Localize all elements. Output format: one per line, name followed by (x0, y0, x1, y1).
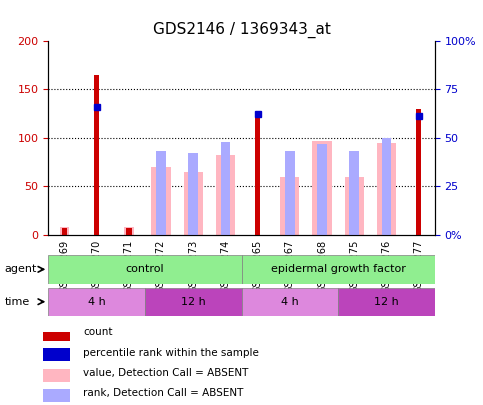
Bar (349, 151, 359, 235)
Bar (43, 369, 70, 382)
Text: epidermal growth factor: epidermal growth factor (270, 264, 406, 274)
Text: rank, Detection Call = ABSENT: rank, Detection Call = ABSENT (83, 388, 243, 399)
Title: GDS2146 / 1369343_at: GDS2146 / 1369343_at (153, 21, 330, 38)
Text: 4 h: 4 h (281, 297, 298, 307)
Bar (59, 227, 69, 235)
FancyBboxPatch shape (48, 255, 242, 284)
Bar (184, 172, 203, 235)
Bar (344, 177, 364, 235)
Text: count: count (83, 327, 113, 337)
Bar (151, 167, 170, 235)
Bar (43, 328, 70, 341)
Bar (382, 138, 391, 235)
Bar (43, 348, 70, 361)
FancyBboxPatch shape (145, 288, 242, 316)
Text: 4 h: 4 h (88, 297, 105, 307)
Bar (94, 75, 99, 235)
Bar (156, 151, 166, 235)
Bar (255, 113, 260, 235)
Text: control: control (126, 264, 164, 274)
Text: time: time (5, 297, 30, 307)
Bar (221, 142, 230, 235)
Bar (188, 153, 198, 235)
Text: percentile rank within the sample: percentile rank within the sample (83, 347, 259, 358)
Bar (216, 155, 235, 235)
Bar (285, 151, 295, 235)
Bar (124, 227, 134, 235)
Bar (313, 141, 332, 235)
FancyBboxPatch shape (338, 288, 435, 316)
Text: 12 h: 12 h (181, 297, 206, 307)
Text: value, Detection Call = ABSENT: value, Detection Call = ABSENT (83, 368, 248, 378)
Bar (61, 228, 67, 235)
Bar (377, 143, 396, 235)
Text: agent: agent (5, 264, 37, 274)
Text: 12 h: 12 h (374, 297, 399, 307)
Bar (317, 143, 327, 235)
Bar (126, 228, 132, 235)
FancyBboxPatch shape (242, 255, 435, 284)
Bar (416, 109, 422, 235)
Bar (280, 177, 299, 235)
FancyBboxPatch shape (48, 288, 145, 316)
FancyBboxPatch shape (242, 288, 338, 316)
Bar (43, 389, 70, 402)
